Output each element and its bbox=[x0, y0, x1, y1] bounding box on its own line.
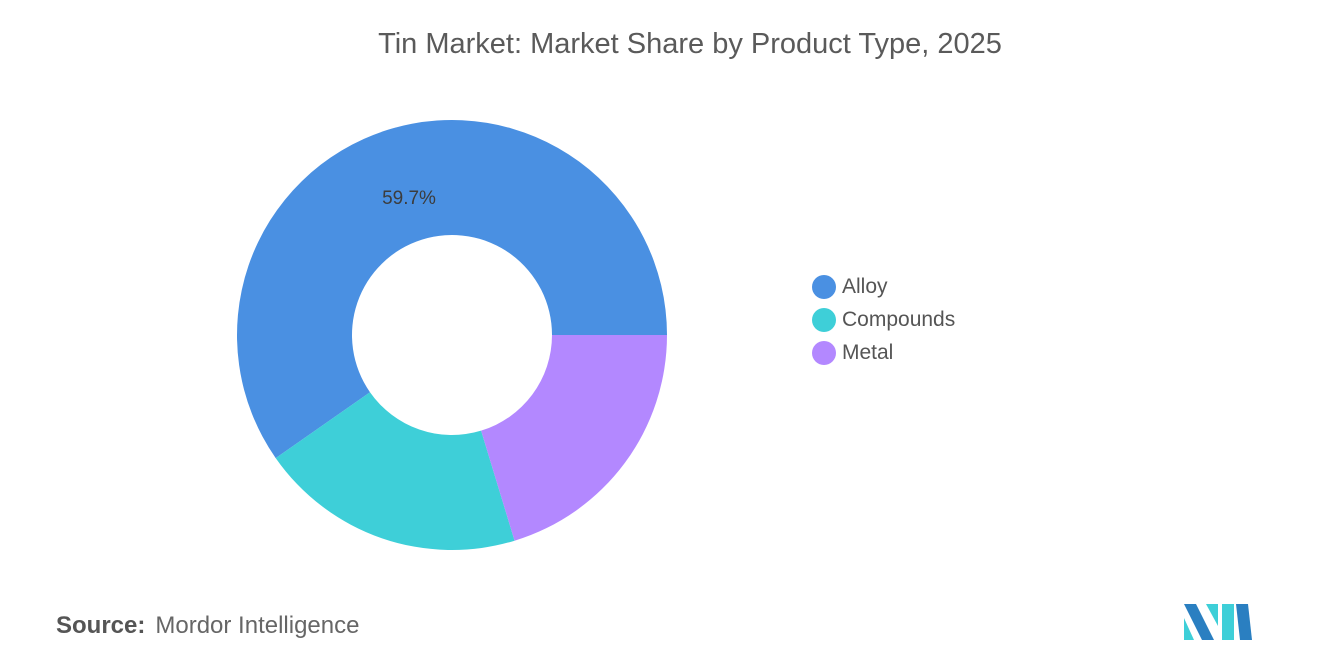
source-note: Source: Mordor Intelligence bbox=[56, 612, 359, 640]
legend-swatch bbox=[812, 340, 836, 365]
legend-swatch bbox=[812, 307, 836, 332]
legend-item-metal: Metal bbox=[812, 336, 955, 369]
legend-swatch bbox=[812, 274, 836, 299]
legend-label: Compounds bbox=[842, 307, 956, 331]
donut-slice-metal bbox=[481, 335, 667, 541]
legend-label: Alloy bbox=[842, 274, 888, 298]
legend: Alloy Compounds Metal bbox=[812, 270, 955, 369]
legend-item-alloy: Alloy bbox=[812, 270, 955, 303]
source-label: Source: bbox=[56, 612, 146, 639]
mordor-intelligence-logo bbox=[1184, 604, 1252, 640]
donut-slice-alloy bbox=[237, 120, 667, 459]
chart-title: Tin Market: Market Share by Product Type… bbox=[378, 28, 1002, 60]
data-label-alloy: 59.7% bbox=[382, 188, 436, 209]
legend-label: Metal bbox=[842, 340, 894, 364]
source-text: Mordor Intelligence bbox=[155, 612, 360, 639]
legend-item-compounds: Compounds bbox=[812, 303, 955, 336]
donut-slice-compounds bbox=[275, 392, 515, 550]
